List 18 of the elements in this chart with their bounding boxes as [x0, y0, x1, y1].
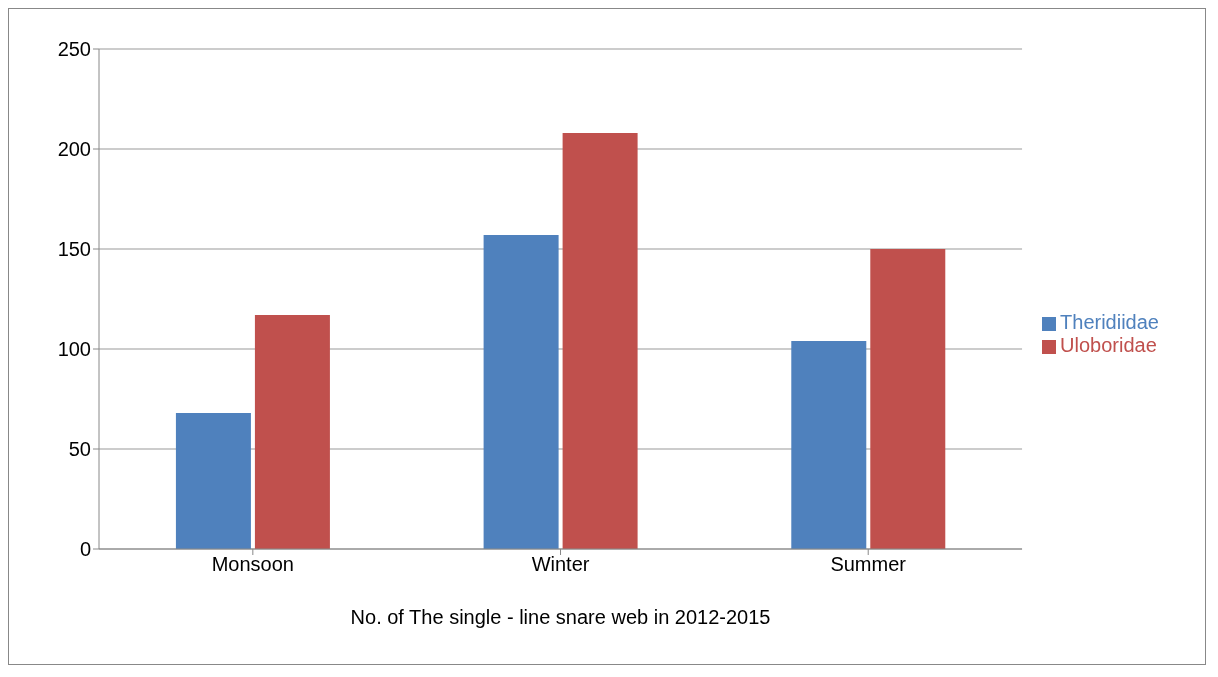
x-tick-label: Summer: [830, 553, 907, 576]
bar: [562, 133, 638, 549]
bar: [870, 249, 946, 549]
y-tick-label: 250: [57, 38, 91, 61]
bar: [483, 235, 559, 549]
y-tick-label: 0: [79, 538, 91, 561]
x-axis-title: No. of The single - line snare web in 2012-2015: [350, 606, 771, 628]
bar: [254, 315, 330, 549]
bar: [791, 341, 867, 549]
legend-label: Uloboridae: [1060, 334, 1157, 356]
bar: [175, 413, 251, 549]
x-tick-label: Winter: [531, 553, 590, 576]
x-tick-label: Monsoon: [211, 553, 294, 576]
y-tick-label: 100: [57, 338, 91, 361]
y-tick-label: 150: [57, 238, 91, 261]
y-tick-label: 200: [57, 138, 91, 161]
legend-label: Theridiidae: [1060, 311, 1159, 333]
y-tick-label: 50: [68, 438, 91, 461]
